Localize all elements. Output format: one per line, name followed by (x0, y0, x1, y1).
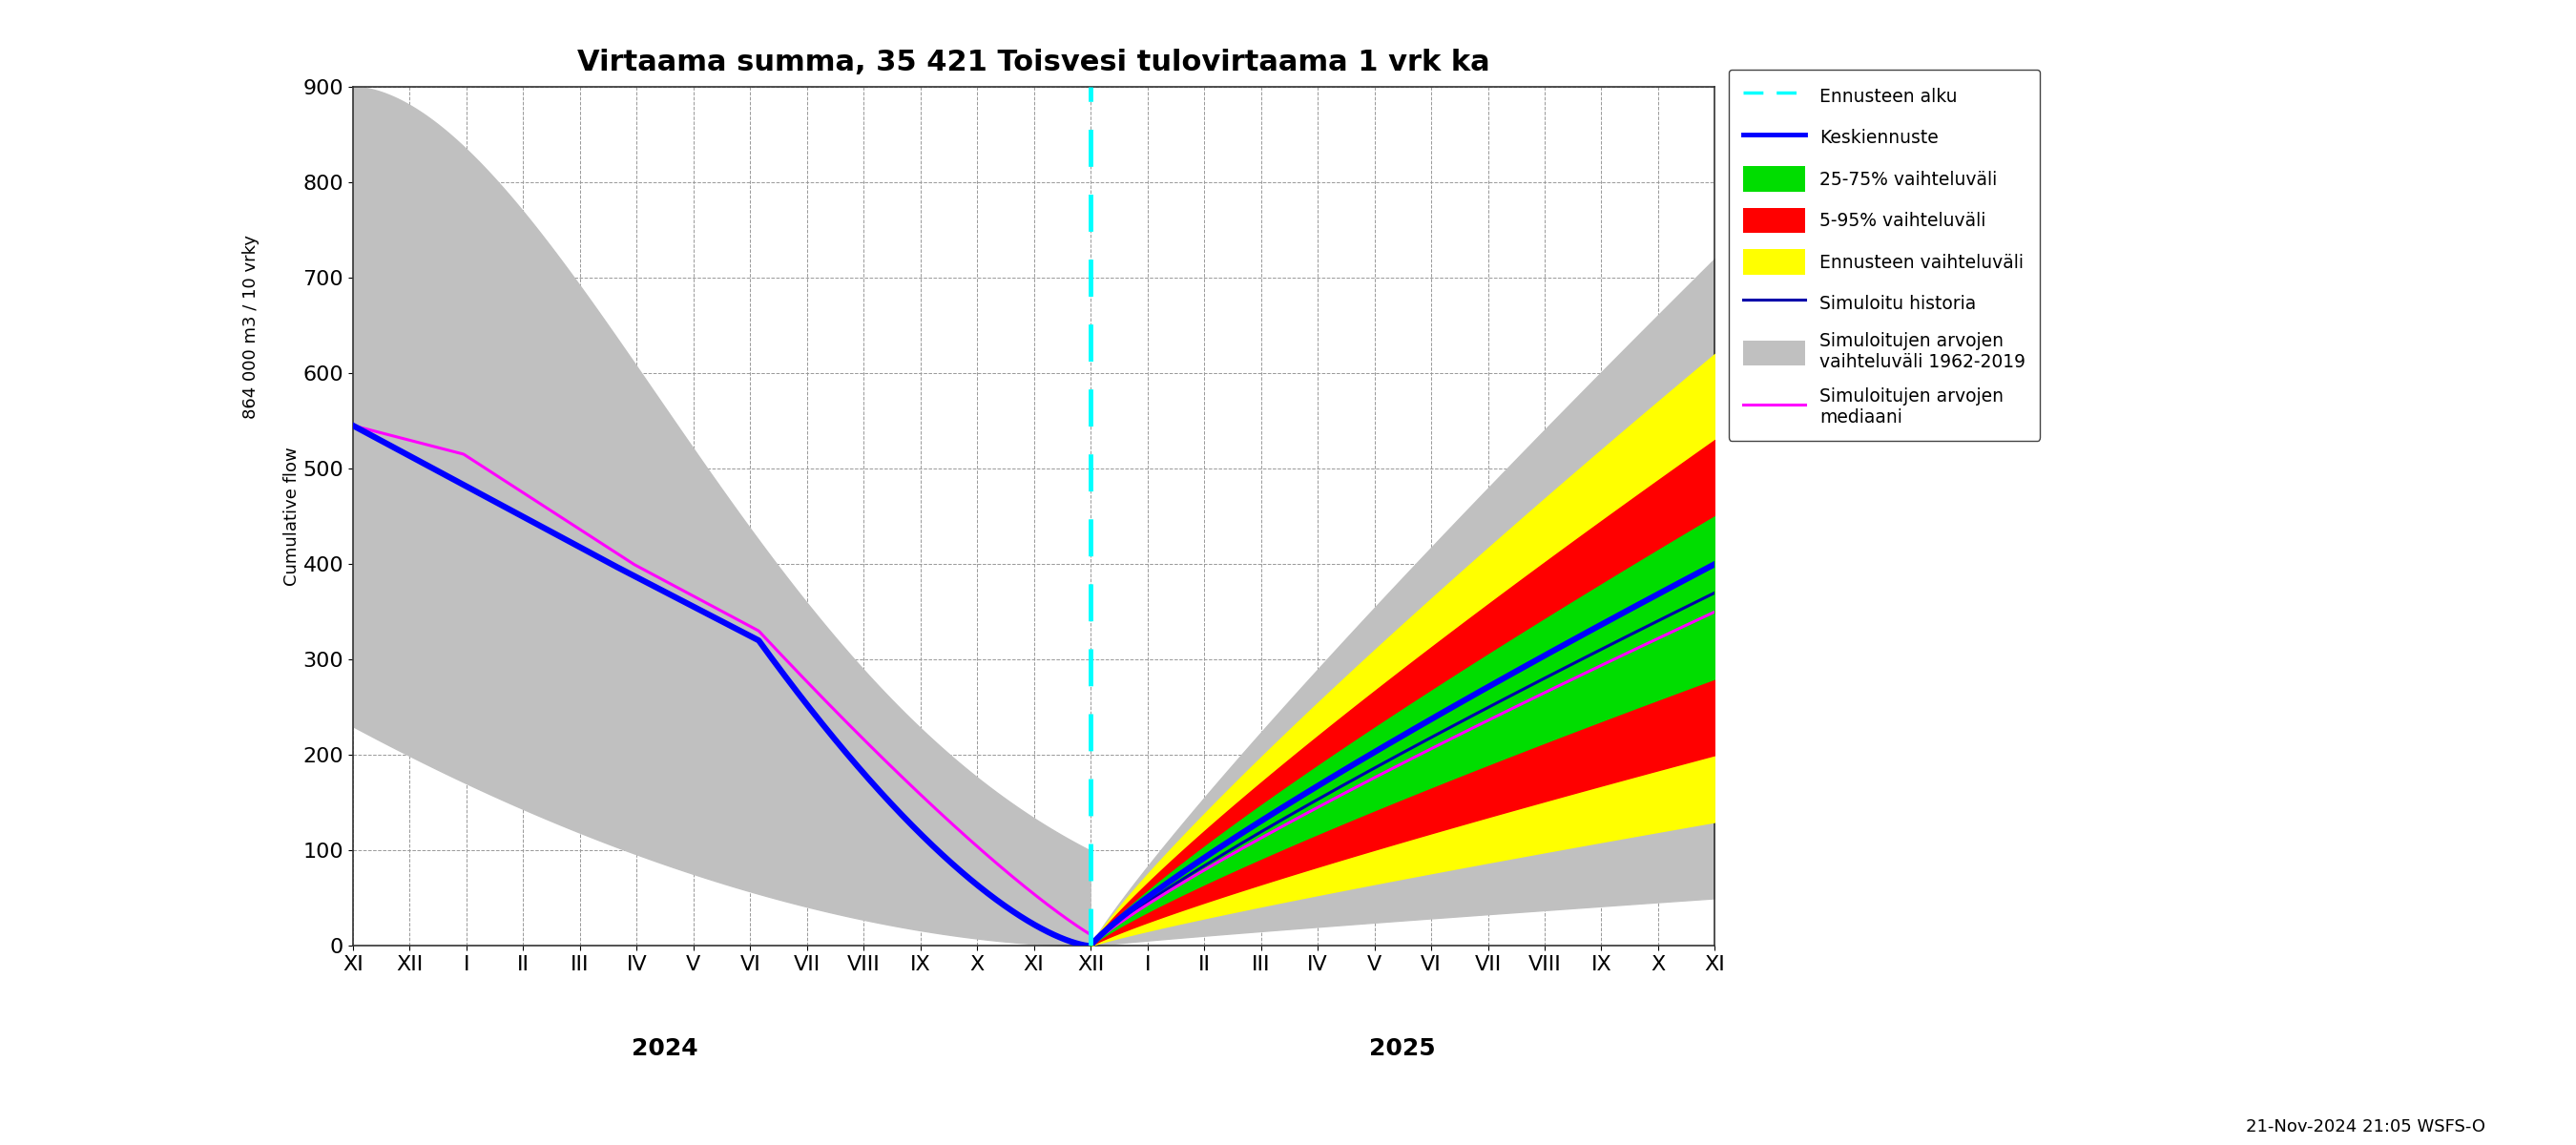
Text: 21-Nov-2024 21:05 WSFS-O: 21-Nov-2024 21:05 WSFS-O (2246, 1119, 2486, 1136)
Text: Cumulative flow: Cumulative flow (283, 447, 301, 586)
Text: 2024: 2024 (631, 1036, 698, 1059)
Text: 2025: 2025 (1370, 1036, 1435, 1059)
Title: Virtaama summa, 35 421 Toisvesi tulovirtaama 1 vrk ka: Virtaama summa, 35 421 Toisvesi tulovirt… (577, 48, 1492, 77)
Text: 864 000 m3 / 10 vrky: 864 000 m3 / 10 vrky (242, 235, 260, 419)
Legend: Ennusteen alku, Keskiennuste, 25-75% vaihteluväli, 5-95% vaihteluväli, Ennusteen: Ennusteen alku, Keskiennuste, 25-75% vai… (1728, 70, 2040, 441)
